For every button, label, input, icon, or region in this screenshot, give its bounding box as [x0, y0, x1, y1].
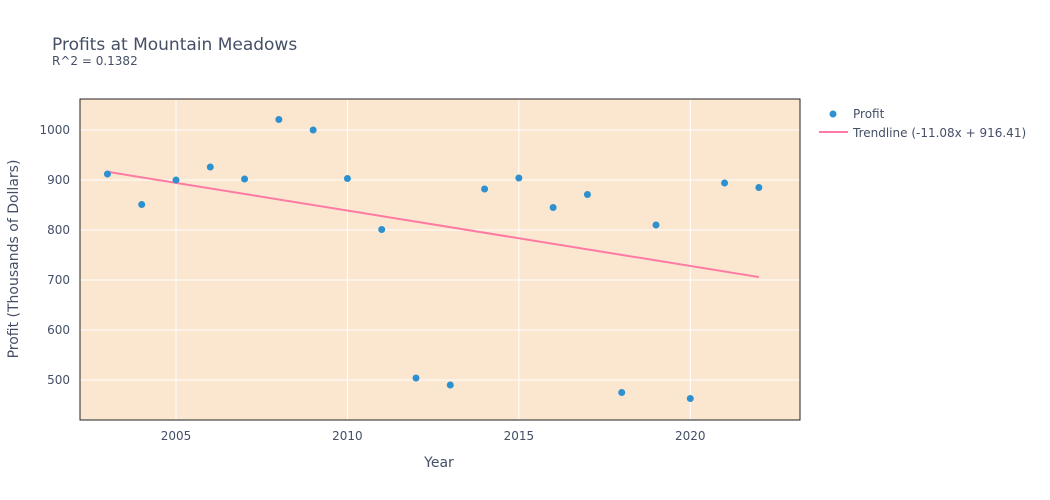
data-point-2020[interactable]: [686, 395, 694, 402]
data-point-2011[interactable]: [378, 226, 386, 233]
legend-label-profit: Profit: [853, 107, 885, 121]
y-tick-label: 700: [47, 273, 70, 287]
data-point-2012[interactable]: [412, 374, 420, 382]
data-point-2003[interactable]: [103, 170, 111, 178]
y-axis-title: Profit (Thousands of Dollars): [6, 160, 22, 359]
y-tick-label: 600: [47, 323, 70, 337]
data-point-2006[interactable]: [206, 163, 214, 171]
chart-subtitle: R^2 = 0.1382: [52, 54, 138, 68]
data-point-2017[interactable]: [583, 191, 591, 198]
y-tick-label: 1000: [39, 123, 70, 137]
plot-area: [80, 99, 800, 420]
data-point-2014[interactable]: [481, 185, 489, 193]
data-point-2022[interactable]: [755, 184, 763, 191]
x-tick-label: 2010: [332, 429, 363, 443]
data-point-2021[interactable]: [721, 179, 729, 187]
data-point-2008[interactable]: [275, 116, 283, 123]
data-point-2007[interactable]: [241, 175, 249, 183]
data-point-2004[interactable]: [138, 201, 146, 208]
legend-marker-profit: [829, 110, 837, 118]
data-point-2013[interactable]: [446, 381, 454, 389]
x-tick-label: 2005: [161, 429, 192, 443]
data-point-2015[interactable]: [515, 174, 523, 182]
data-point-2016[interactable]: [549, 204, 557, 211]
data-point-2009[interactable]: [309, 126, 317, 134]
x-tick-label: 2015: [504, 429, 535, 443]
legend-item-profit[interactable]: Profit: [829, 107, 885, 121]
plot-border: [79, 98, 801, 421]
data-point-2018[interactable]: [618, 389, 626, 396]
x-tick-labels: 2005 2010 2015 2020: [161, 429, 706, 443]
chart-title: Profits at Mountain Meadows: [52, 35, 297, 55]
legend[interactable]: Profit Trendline (-11.08x + 916.41): [819, 107, 1026, 140]
y-tick-label: 900: [47, 173, 70, 187]
y-tick-label: 800: [47, 223, 70, 237]
data-point-2010[interactable]: [343, 175, 351, 182]
profit-series: [103, 116, 763, 402]
trendline-series: [107, 170, 760, 279]
x-tick-label: 2020: [675, 429, 706, 443]
x-axis-title: Year: [423, 455, 454, 471]
trendline: [107, 170, 760, 279]
y-tick-labels: 500 600 700 800 900 1000: [39, 123, 70, 387]
y-tick-label: 500: [47, 373, 70, 387]
data-point-2019[interactable]: [652, 221, 660, 229]
grid-lines: [80, 99, 800, 420]
data-point-2005[interactable]: [172, 176, 180, 184]
legend-item-trendline[interactable]: Trendline (-11.08x + 916.41): [819, 126, 1026, 140]
legend-label-trendline: Trendline (-11.08x + 916.41): [852, 126, 1026, 140]
